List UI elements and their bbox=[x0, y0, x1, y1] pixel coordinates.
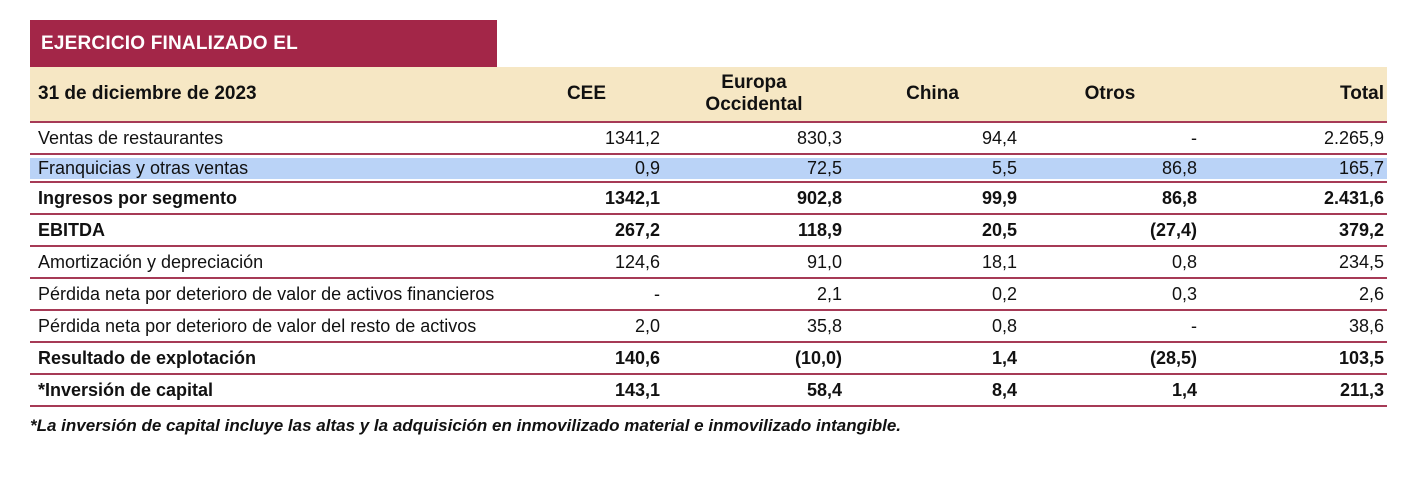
row-label: Amortización y depreciación bbox=[30, 245, 510, 279]
column-header-date: 31 de diciembre de 2023 bbox=[30, 67, 510, 123]
cell-europa-occidental: 72,5 bbox=[663, 153, 845, 183]
cell-otros: 86,8 bbox=[1020, 153, 1200, 183]
cell-total: 2.265,9 bbox=[1200, 121, 1387, 155]
column-header-europa-occidental: Europa Occidental bbox=[663, 67, 845, 123]
cell-total: 2,6 bbox=[1200, 277, 1387, 311]
row-label: EBITDA bbox=[30, 213, 510, 247]
row-label: Pérdida neta por deterioro de valor de a… bbox=[30, 277, 510, 311]
cell-china: 0,8 bbox=[845, 309, 1020, 343]
table-row-perdida-resto-activos: Pérdida neta por deterioro de valor del … bbox=[30, 309, 1387, 343]
cell-otros: (28,5) bbox=[1020, 341, 1200, 375]
cell-cee: 140,6 bbox=[510, 341, 663, 375]
column-header-total: Total bbox=[1200, 67, 1387, 123]
cell-europa-occidental: (10,0) bbox=[663, 341, 845, 375]
column-header-otros: Otros bbox=[1020, 67, 1200, 123]
cell-otros: - bbox=[1020, 121, 1200, 155]
row-label: Franquicias y otras ventas bbox=[30, 153, 510, 183]
cell-europa-occidental: 830,3 bbox=[663, 121, 845, 155]
cell-total: 379,2 bbox=[1200, 213, 1387, 247]
row-label: Ingresos por segmento bbox=[30, 181, 510, 215]
row-label: Pérdida neta por deterioro de valor del … bbox=[30, 309, 510, 343]
cell-cee: 2,0 bbox=[510, 309, 663, 343]
table-row-ebitda: EBITDA 267,2 118,9 20,5 (27,4) 379,2 bbox=[30, 213, 1387, 247]
cell-europa-occidental: 2,1 bbox=[663, 277, 845, 311]
cell-china: 1,4 bbox=[845, 341, 1020, 375]
cell-europa-occidental: 91,0 bbox=[663, 245, 845, 279]
cell-cee: 124,6 bbox=[510, 245, 663, 279]
cell-china: 20,5 bbox=[845, 213, 1020, 247]
cell-europa-occidental: 58,4 bbox=[663, 373, 845, 407]
cell-china: 5,5 bbox=[845, 153, 1020, 183]
cell-europa-occidental: 35,8 bbox=[663, 309, 845, 343]
cell-cee: - bbox=[510, 277, 663, 311]
row-label: Ventas de restaurantes bbox=[30, 121, 510, 155]
banner-title: EJERCICIO FINALIZADO EL bbox=[41, 32, 298, 54]
row-label: Resultado de explotación bbox=[30, 341, 510, 375]
table-row-inversion-capital: *Inversión de capital 143,1 58,4 8,4 1,4… bbox=[30, 373, 1387, 407]
cell-total: 165,7 bbox=[1200, 153, 1387, 183]
cell-total: 2.431,6 bbox=[1200, 181, 1387, 215]
capex-footnote: *La inversión de capital incluye las alt… bbox=[30, 415, 902, 435]
column-header-cee: CEE bbox=[510, 67, 663, 123]
column-header-europa-occidental-label: Europa Occidental bbox=[705, 72, 803, 115]
cell-cee: 1341,2 bbox=[510, 121, 663, 155]
cell-europa-occidental: 118,9 bbox=[663, 213, 845, 247]
cell-cee: 267,2 bbox=[510, 213, 663, 247]
cell-otros: 0,8 bbox=[1020, 245, 1200, 279]
cell-china: 99,9 bbox=[845, 181, 1020, 215]
table-row-franquicias: Franquicias y otras ventas 0,9 72,5 5,5 … bbox=[30, 153, 1387, 183]
segment-results-table: 31 de diciembre de 2023 CEE Europa Occid… bbox=[30, 67, 1387, 407]
cell-otros: (27,4) bbox=[1020, 213, 1200, 247]
cell-total: 103,5 bbox=[1200, 341, 1387, 375]
cell-otros: 1,4 bbox=[1020, 373, 1200, 407]
cell-total: 38,6 bbox=[1200, 309, 1387, 343]
table-row-amortizacion: Amortización y depreciación 124,6 91,0 1… bbox=[30, 245, 1387, 279]
report-period-banner: EJERCICIO FINALIZADO EL bbox=[30, 20, 497, 67]
cell-cee: 143,1 bbox=[510, 373, 663, 407]
table-header-row: 31 de diciembre de 2023 CEE Europa Occid… bbox=[30, 67, 1387, 123]
cell-cee: 0,9 bbox=[510, 153, 663, 183]
cell-otros: 0,3 bbox=[1020, 277, 1200, 311]
row-label: *Inversión de capital bbox=[30, 373, 510, 407]
cell-cee: 1342,1 bbox=[510, 181, 663, 215]
table-row-resultado-explotacion: Resultado de explotación 140,6 (10,0) 1,… bbox=[30, 341, 1387, 375]
table-row-perdida-activos-financieros: Pérdida neta por deterioro de valor de a… bbox=[30, 277, 1387, 311]
table-row-ingresos-por-segmento: Ingresos por segmento 1342,1 902,8 99,9 … bbox=[30, 181, 1387, 215]
cell-china: 94,4 bbox=[845, 121, 1020, 155]
cell-china: 0,2 bbox=[845, 277, 1020, 311]
cell-otros: - bbox=[1020, 309, 1200, 343]
column-header-china: China bbox=[845, 67, 1020, 123]
cell-otros: 86,8 bbox=[1020, 181, 1200, 215]
cell-china: 8,4 bbox=[845, 373, 1020, 407]
table-row-ventas-restaurantes: Ventas de restaurantes 1341,2 830,3 94,4… bbox=[30, 121, 1387, 155]
cell-total: 234,5 bbox=[1200, 245, 1387, 279]
cell-europa-occidental: 902,8 bbox=[663, 181, 845, 215]
cell-total: 211,3 bbox=[1200, 373, 1387, 407]
cell-china: 18,1 bbox=[845, 245, 1020, 279]
